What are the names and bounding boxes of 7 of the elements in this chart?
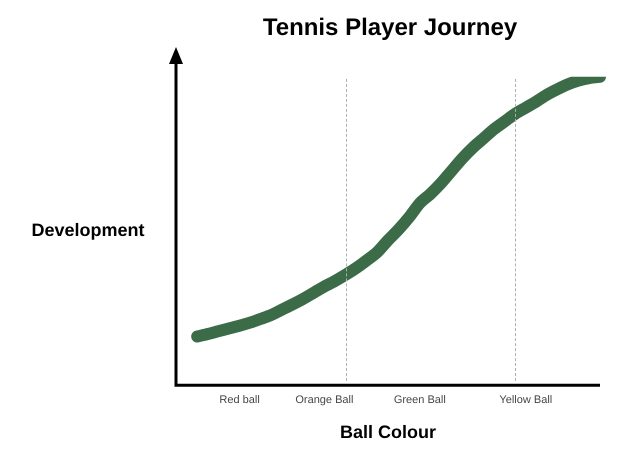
x-tick-label: Orange Ball [295,394,354,406]
x-tick-label: Green Ball [394,394,446,406]
x-tick-label: Red ball [219,394,260,406]
y-axis-title: Development [31,220,145,240]
chart-title: Tennis Player Journey [262,14,518,42]
x-axis-title: Ball Colour [340,422,436,442]
x-tick-label: Yellow Ball [499,394,552,406]
